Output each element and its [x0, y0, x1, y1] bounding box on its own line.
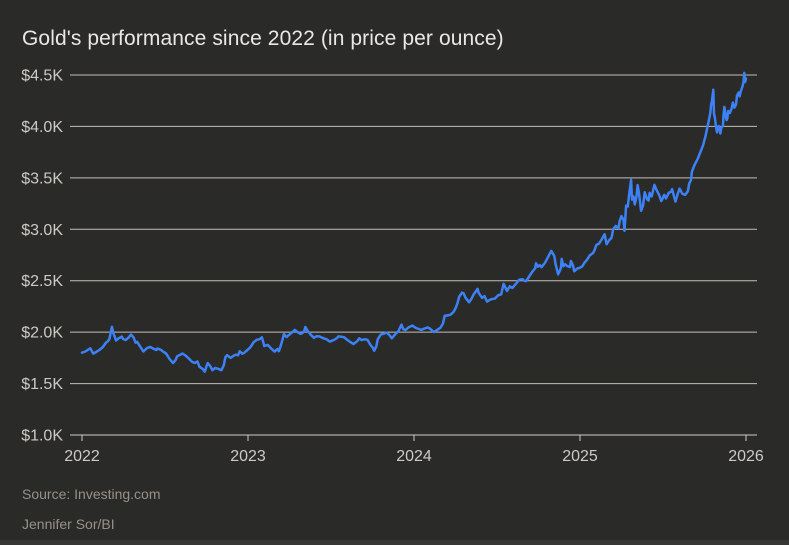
x-tick-label: 2026	[728, 448, 764, 465]
y-tick-label: $2.5K	[21, 273, 63, 290]
y-tick-label: $2.0K	[21, 325, 63, 342]
x-tick-label: 2022	[64, 448, 100, 465]
credit-label: Jennifer Sor/BI	[22, 516, 115, 532]
y-tick-label: $3.0K	[21, 222, 63, 239]
x-tick-label: 2023	[230, 448, 266, 465]
price-line	[80, 71, 748, 373]
y-tick-label: $1.0K	[21, 428, 63, 445]
y-tick-label: $1.5K	[21, 376, 63, 393]
y-tick-label: $3.5K	[21, 170, 63, 187]
bottom-strip	[0, 540, 789, 545]
y-tick-label: $4.5K	[21, 68, 63, 85]
y-tick-label: $4.0K	[21, 119, 63, 136]
chart-title: Gold's performance since 2022 (in price …	[22, 27, 504, 50]
x-tick-label: 2024	[396, 448, 432, 465]
source-label: Source: Investing.com	[22, 486, 161, 502]
x-tick-label: 2025	[562, 448, 598, 465]
